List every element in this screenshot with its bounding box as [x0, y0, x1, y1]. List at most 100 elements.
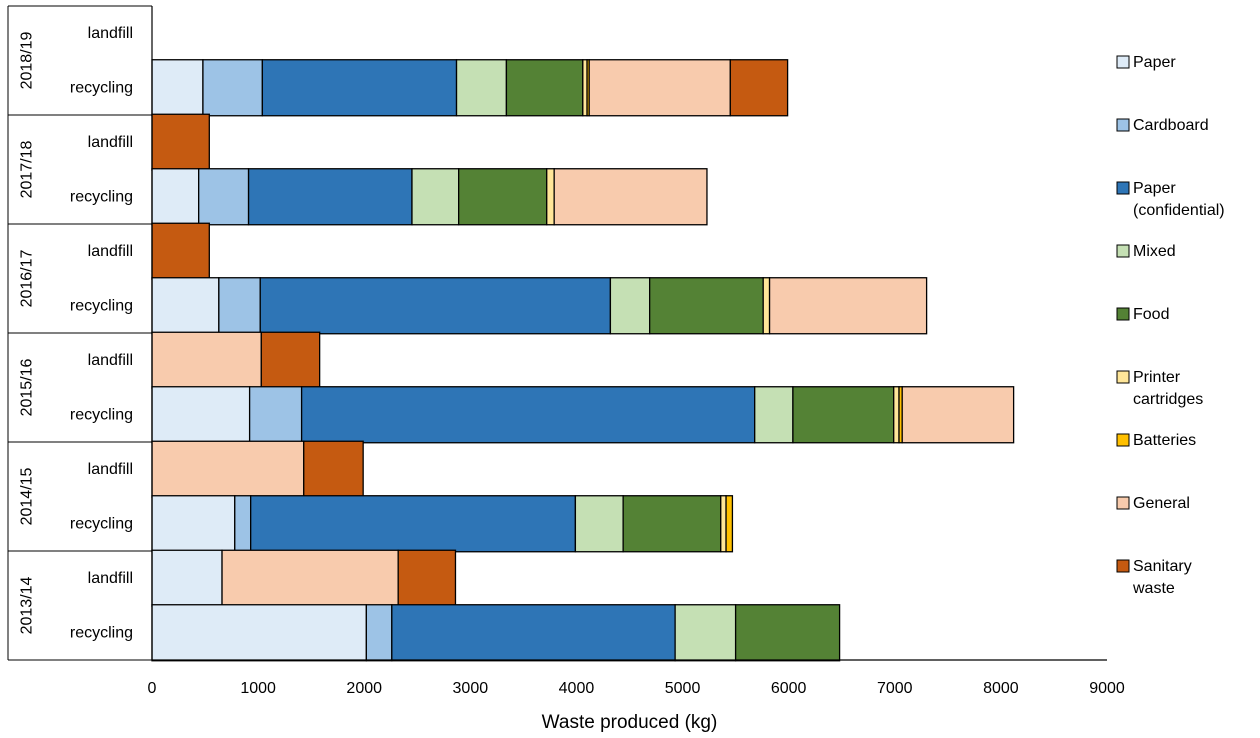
legend-label-line: Paper [1133, 180, 1176, 197]
bar-segment [151, 386, 251, 444]
bar-segment [754, 386, 794, 444]
legend-label-line: Mixed [1133, 243, 1176, 260]
legend-label: Cardboard [1133, 117, 1209, 134]
legend-label-line: cartridges [1133, 391, 1203, 408]
legend-label: Paper (confidential) [1133, 180, 1225, 219]
bar-segment [151, 168, 200, 226]
bar-segment [198, 168, 250, 226]
legend-swatch [1116, 244, 1130, 258]
bar-segment [259, 277, 612, 335]
bar-segment [901, 386, 1015, 444]
legend-swatch [1116, 433, 1130, 447]
row-label: landfill [88, 134, 133, 151]
legend-label: Mixed [1133, 243, 1176, 260]
bar-segment [303, 440, 364, 498]
bar-segment [221, 549, 399, 607]
legend-label-line: General [1133, 495, 1190, 512]
legend-label: General [1133, 495, 1190, 512]
row-label: landfill [88, 25, 133, 42]
x-tick-label: 4000 [559, 680, 595, 697]
legend-label: Paper [1133, 54, 1176, 71]
legend-swatch [1116, 118, 1130, 132]
x-axis-title: Waste produced (kg) [542, 712, 718, 733]
bar-segment [588, 59, 731, 117]
bar-segment [151, 59, 204, 117]
x-tick-label: 7000 [877, 680, 913, 697]
row-label: recycling [70, 297, 133, 314]
bar-segment [151, 549, 223, 607]
bar-segment [762, 277, 771, 335]
bar-segment [247, 168, 413, 226]
bar-segment [505, 59, 584, 117]
bar-segment [151, 440, 305, 498]
bar-segment [674, 604, 737, 662]
legend-swatch [1116, 496, 1130, 510]
bar-segment [300, 386, 756, 444]
bar-segment [151, 604, 367, 662]
bar-segment [734, 604, 841, 662]
row-label: landfill [88, 243, 133, 260]
bar-segment [792, 386, 895, 444]
x-tick-label: 8000 [983, 680, 1019, 697]
legend-label: Sanitary waste [1132, 558, 1192, 597]
bar-segment [365, 604, 393, 662]
bar-segment [151, 113, 210, 171]
bar-segment [151, 331, 262, 389]
legend-label: Batteries [1133, 432, 1196, 449]
bar-segment [893, 386, 900, 444]
legend-swatch [1116, 370, 1130, 384]
year-label: 2014/15 [19, 467, 36, 525]
year-label: 2015/16 [19, 358, 36, 416]
bar-segment [725, 495, 734, 553]
x-tick-label: 5000 [665, 680, 701, 697]
bar-segment [411, 168, 460, 226]
bar-segment [151, 277, 220, 335]
bar-segment [397, 549, 457, 607]
bar-segment [234, 495, 252, 553]
bar-segment [546, 168, 555, 226]
year-label: 2017/18 [19, 140, 36, 198]
bar-segment [151, 495, 236, 553]
bar-segment [609, 277, 651, 335]
row-label: recycling [70, 188, 133, 205]
year-label: 2016/17 [19, 249, 36, 307]
legend-label: Printer cartridges [1133, 369, 1203, 408]
legend-label-line: Batteries [1133, 432, 1196, 449]
row-label: recycling [70, 624, 133, 641]
legend-label-line: Sanitary [1133, 558, 1192, 575]
x-tick-label: 2000 [346, 680, 382, 697]
bar-segment [202, 59, 264, 117]
bar-segment [574, 495, 624, 553]
legend-label-line: (confidential) [1133, 202, 1225, 219]
bar-segment [553, 168, 708, 226]
legend-label-line: waste [1132, 580, 1175, 597]
legend-label: Food [1133, 306, 1169, 323]
row-label: landfill [88, 352, 133, 369]
bar-segment [729, 59, 789, 117]
bar-segment [768, 277, 928, 335]
bar-segment [391, 604, 676, 662]
legend-swatch [1116, 559, 1130, 573]
bar-segment [649, 277, 764, 335]
legend-label-line: Printer [1133, 369, 1181, 386]
bar-segment [151, 222, 210, 280]
legend-label-line: Paper [1133, 54, 1176, 71]
legend-swatch [1116, 55, 1130, 69]
legend-swatch [1116, 307, 1130, 321]
year-label: 2013/14 [19, 576, 36, 634]
row-label: recycling [70, 79, 133, 96]
bar-segment [248, 386, 303, 444]
row-label: landfill [88, 461, 133, 478]
x-tick-label: 1000 [240, 680, 276, 697]
x-tick-label: 0 [148, 680, 157, 697]
row-label: recycling [70, 406, 133, 423]
legend-label-line: Cardboard [1133, 117, 1209, 134]
bar-segment [458, 168, 548, 226]
bar-segment [622, 495, 722, 553]
row-label: landfill [88, 570, 133, 587]
bar-segment [261, 59, 458, 117]
legend-swatch [1116, 181, 1130, 195]
year-label: 2018/19 [19, 31, 36, 89]
x-tick-label: 6000 [771, 680, 807, 697]
